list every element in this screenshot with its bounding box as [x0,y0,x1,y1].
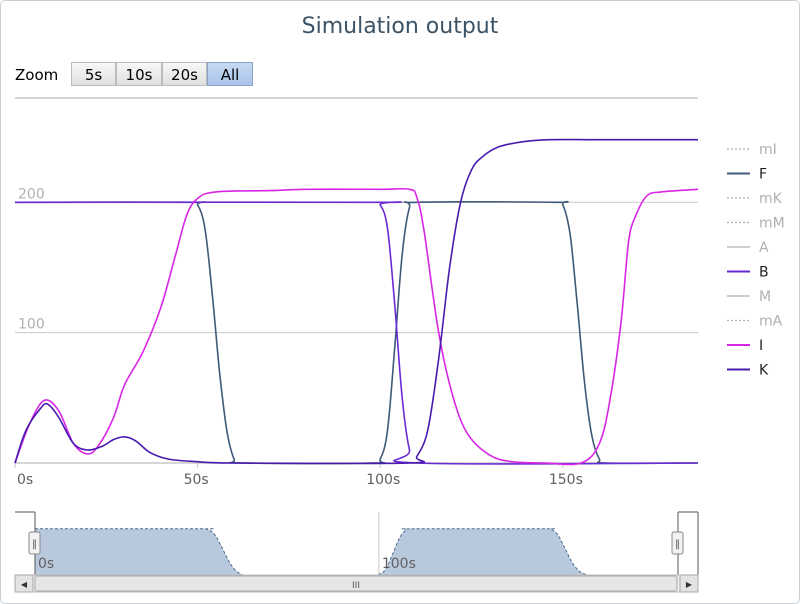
legend-item-B[interactable]: B [759,265,769,281]
series-lines [14,138,699,466]
x-tick-label: 0s [17,472,33,488]
legend-item-A[interactable]: A [759,240,769,256]
series-line-I [14,187,699,466]
y-tick-label: 200 [18,186,45,202]
navigator-tick-label: 0s [38,556,54,572]
legend-item-I[interactable]: I [759,338,763,354]
legend-item-M[interactable]: M [759,289,771,305]
scroll-thumb[interactable] [34,575,678,592]
zoom-5s-button[interactable]: 5s [71,62,116,86]
series-line-F [14,200,699,465]
handle-right-grip: ‖ [675,539,680,550]
scroll-left-button[interactable] [14,574,34,593]
scroll-right-button[interactable] [679,574,699,593]
navigator-tick-label: 100s [382,556,416,572]
legend-item-mM[interactable]: mM [759,216,785,232]
handle-left-grip: ‖ [32,539,37,550]
legend-item-mI[interactable]: mI [759,142,777,158]
chart-title: Simulation output [301,14,499,39]
zoom-10s-button[interactable]: 10s [116,62,162,86]
series-line-K [14,138,698,465]
y-tick-label: 100 [18,317,45,333]
zoom-20s-button[interactable]: 20s [162,62,207,86]
navigator-handle-left[interactable]: ‖ [28,531,41,555]
legend-item-K[interactable]: K [759,363,769,379]
scroll-left-arrow-icon: ◀ [21,580,28,589]
zoom-label: Zoom [15,66,59,84]
navigator-handle-right[interactable]: ‖ [671,531,684,555]
scroll-thumb-grip: III [352,581,360,591]
zoom-all-button[interactable]: All [207,62,253,86]
x-tick-label: 50s [184,472,209,488]
x-tick-label: 100s [366,472,400,488]
scrollbar[interactable]: ◀ III ▶ [14,574,699,593]
scroll-right-arrow-icon: ▶ [686,580,693,589]
legend-item-F[interactable]: F [759,167,767,183]
navigator[interactable]: 0s 100s ‖ ‖ [15,511,700,576]
navigator-area [34,528,679,576]
x-axis-ticks: 0s 50s 100s 150s [14,463,583,488]
legend-item-mA[interactable]: mA [759,314,783,330]
legend-item-mK[interactable]: mK [759,191,783,207]
x-tick-label: 150s [549,472,583,488]
